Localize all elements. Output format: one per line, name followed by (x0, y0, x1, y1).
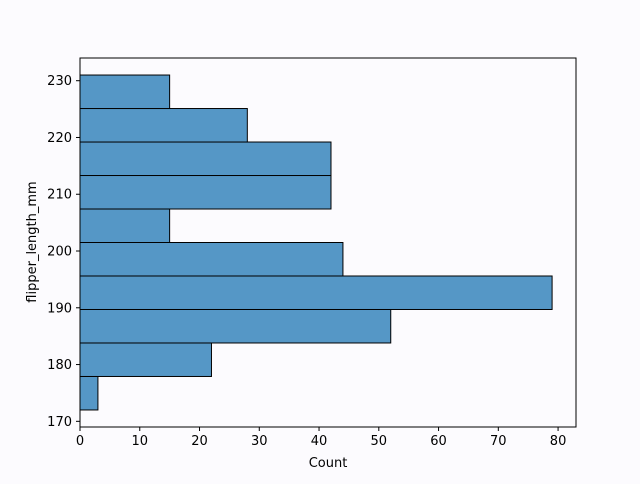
bars-group (79, 74, 553, 411)
histogram-bar (79, 275, 553, 310)
plot-frame (79, 57, 577, 428)
histogram-bar (79, 108, 248, 143)
y-tick-label: 180 (47, 358, 72, 373)
histogram-bar (79, 242, 344, 277)
histogram-bar (79, 141, 332, 177)
histogram-bar (79, 175, 332, 210)
x-tick-label: 60 (430, 434, 447, 449)
histogram-bar (79, 375, 99, 411)
histogram-bar (79, 208, 171, 243)
x-tick-label: 50 (371, 434, 388, 449)
y-axis-ticks: 170 180 190 200 210 220 230 (47, 74, 80, 430)
x-axis-label: Count (309, 456, 348, 471)
x-tick-label: 80 (550, 434, 567, 449)
x-tick-label: 70 (490, 434, 507, 449)
x-tick-label: 20 (191, 434, 208, 449)
histogram-bar (79, 308, 392, 344)
histogram-bar (79, 74, 171, 110)
y-tick-label: 190 (47, 301, 72, 316)
x-tick-label: 30 (251, 434, 268, 449)
x-tick-label: 10 (131, 434, 148, 449)
x-tick-label: 0 (76, 434, 84, 449)
x-axis-ticks: 0 10 20 30 40 50 60 70 80 (76, 427, 566, 449)
y-tick-label: 220 (47, 131, 72, 146)
y-axis-label: flipper_length_mm (25, 181, 40, 302)
y-tick-label: 200 (47, 245, 72, 260)
histogram-bar (79, 342, 212, 377)
y-tick-label: 170 (47, 415, 72, 430)
y-tick-label: 210 (47, 188, 72, 203)
y-tick-label: 230 (47, 74, 72, 89)
x-tick-label: 40 (311, 434, 328, 449)
